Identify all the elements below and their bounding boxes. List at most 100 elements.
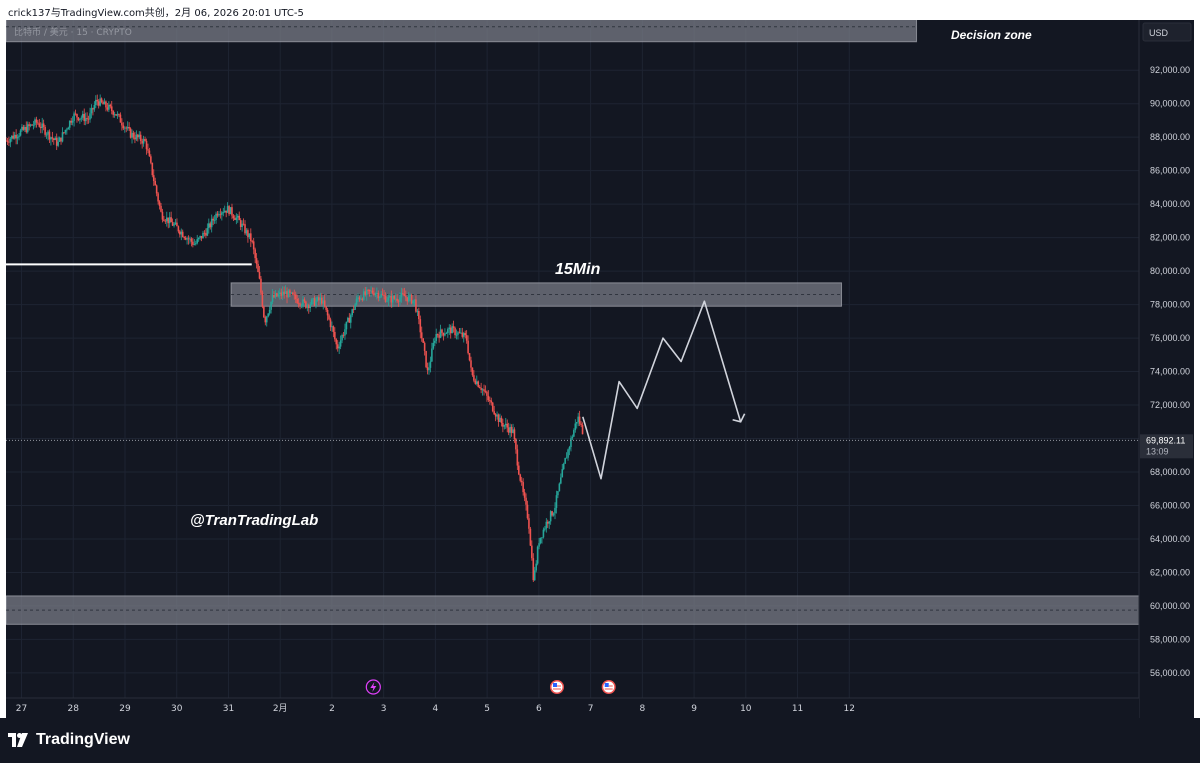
attribution-text: crick137与TradingView.com共创，2月 06, 2026 2… [8, 8, 304, 19]
candle-body [277, 294, 280, 297]
candle-body [575, 422, 578, 424]
decision-zone [6, 20, 918, 43]
candle-body [422, 338, 424, 343]
candle-body [48, 131, 51, 140]
candle-body [473, 375, 475, 381]
candle-body [517, 465, 520, 475]
candle-body [10, 135, 13, 139]
candle-body [115, 114, 117, 116]
candle-body [509, 426, 511, 433]
candle-body [219, 214, 222, 216]
time-tick-label: 12 [844, 704, 855, 714]
candle-body [468, 353, 471, 361]
candle-body [397, 300, 400, 302]
candle-body [112, 110, 114, 115]
candle-body [405, 296, 407, 298]
candle-body [457, 332, 459, 335]
candle-body [184, 237, 187, 240]
candle-body [135, 134, 138, 140]
candle-body [475, 381, 478, 384]
us-flag-icon[interactable] [601, 680, 616, 694]
candle-body [203, 232, 206, 234]
forecast [582, 300, 746, 480]
chart-area[interactable]: 比特币 / 美元 · 15 · CRYPTO Decision zone 15M… [6, 20, 1194, 718]
candle-body [70, 120, 72, 123]
candle-body [522, 482, 524, 493]
candle-body [241, 223, 243, 228]
candle-body [367, 289, 369, 291]
candle-body [426, 367, 429, 371]
candle-body [15, 134, 17, 139]
candle-body [63, 132, 65, 134]
candle-body [247, 230, 249, 238]
candle-body [384, 295, 387, 302]
candle-body [326, 309, 329, 316]
time-tick-label: 4 [433, 704, 439, 714]
candle-body [218, 214, 220, 216]
tradingview-logo-icon [8, 733, 28, 747]
candle-body [351, 309, 354, 316]
candle-body [325, 306, 327, 310]
candle-body [352, 309, 355, 311]
candle-body [255, 258, 258, 264]
candle-body [467, 340, 469, 354]
candle-body [383, 294, 385, 296]
event-markers[interactable] [365, 679, 616, 695]
candle-body [132, 132, 135, 138]
candle-body [145, 140, 148, 150]
lightning-icon[interactable] [365, 679, 381, 695]
candle-body [380, 294, 382, 297]
candle-body [332, 326, 335, 332]
candle-body [58, 137, 61, 142]
candle-body [290, 292, 293, 294]
candle-body [276, 293, 278, 297]
time-tick-label: 9 [691, 704, 697, 714]
candle-body [416, 311, 419, 312]
candle-body [358, 297, 361, 300]
candle-body [37, 122, 39, 124]
candle-body [116, 114, 119, 116]
candle-body [504, 423, 507, 426]
candle-body [399, 297, 401, 302]
time-tick-label: 31 [223, 704, 234, 714]
candle-body [396, 298, 398, 301]
candle-body [258, 272, 261, 279]
price-tick-label: 56,000.00 [1150, 668, 1190, 678]
candle-body [193, 244, 196, 246]
candle-body [528, 518, 530, 529]
currency-button[interactable] [1142, 22, 1192, 42]
candle-body [432, 342, 435, 349]
candle-body [148, 150, 151, 157]
price-tick-label: 58,000.00 [1150, 634, 1190, 644]
candle-body [96, 99, 99, 102]
candle-body [87, 118, 90, 120]
candle-body [418, 311, 420, 320]
candle-body [480, 388, 482, 390]
candle-body [403, 293, 406, 297]
candle-body [34, 119, 36, 125]
price-axis[interactable] [1139, 20, 1194, 718]
candle-body [157, 193, 159, 202]
candle-body [248, 233, 251, 238]
candle-body [557, 491, 559, 496]
price-chart[interactable]: 比特币 / 美元 · 15 · CRYPTO Decision zone 15M… [6, 20, 1194, 718]
candle-body [254, 249, 256, 259]
candle-body [423, 342, 426, 351]
tradingview-logo[interactable]: TradingView [8, 731, 130, 749]
candle-body [189, 238, 191, 240]
candle-body [471, 367, 474, 376]
candle-body [287, 290, 290, 298]
flag-canton [552, 683, 557, 687]
time-axis[interactable] [6, 698, 1139, 718]
candle-body [497, 414, 500, 422]
candle-body [320, 297, 323, 304]
candle-body [31, 124, 33, 126]
candle-body [391, 295, 394, 303]
candle-body [433, 340, 436, 343]
us-flag-icon[interactable] [549, 680, 564, 694]
time-tick-label: 29 [119, 704, 131, 714]
candle-body [90, 108, 93, 114]
time-tick-label: 27 [16, 704, 27, 714]
candle-body [420, 332, 423, 339]
candle-body [442, 332, 445, 336]
